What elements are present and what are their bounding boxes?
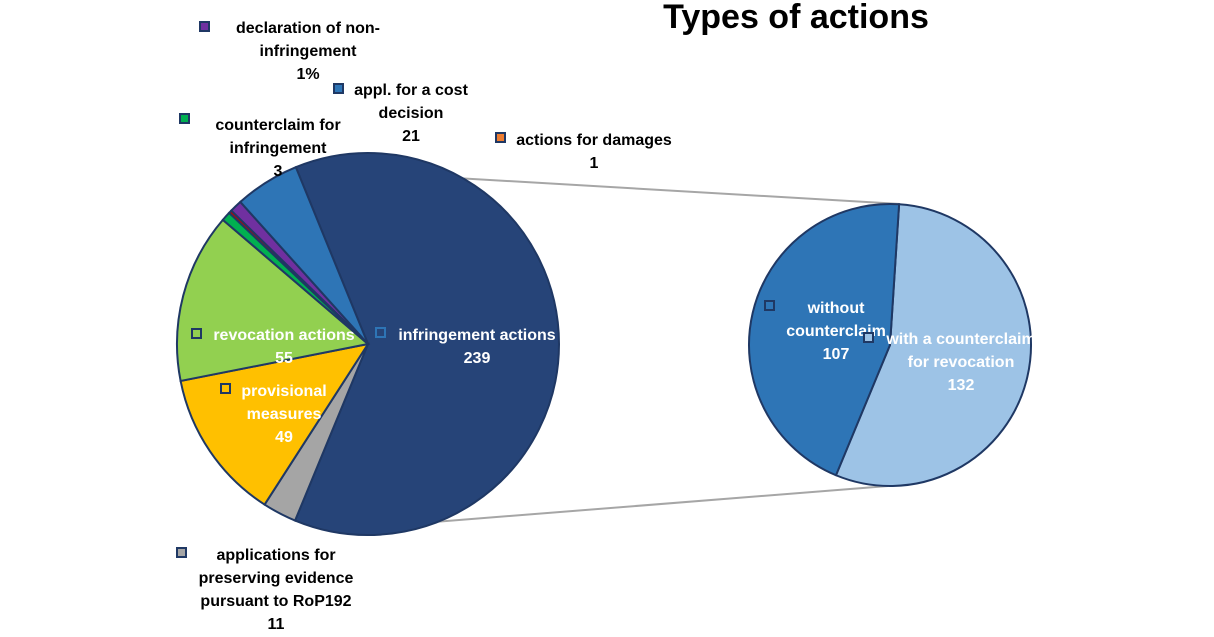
label-applications-for-preserving-evidence-line: pursuant to RoP192: [200, 593, 351, 610]
label-applications-for-preserving-evidence-text: applications for preserving evidence pursu…: [199, 547, 354, 633]
label-without-counterclaim-line: without: [807, 300, 866, 317]
label-counterclaim-for-infringement-line: 3: [274, 163, 283, 180]
label-with-a-counterclaim-for-revocation-line: 132: [948, 377, 975, 394]
label-counterclaim-for-infringement-line: counterclaim for: [215, 117, 340, 134]
label-provisional-measures-line: provisional: [241, 383, 326, 400]
label-declaration-of-non-infringement-text: declaration of non-infringement 1%: [236, 20, 380, 83]
label-with-a-counterclaim-for-revocation-key: [864, 333, 873, 342]
label-provisional-measures-line: measures: [247, 406, 322, 423]
label-appl-for-a-cost-decision-line: decision: [379, 105, 444, 122]
label-appl-for-a-cost-decision-text: appl. for a cost decision 21: [354, 82, 468, 145]
label-appl-for-a-cost-decision-key: [334, 84, 343, 93]
label-actions-for-damages-key: [496, 133, 505, 142]
label-applications-for-preserving-evidence: applications for preserving evidence pursu…: [177, 547, 353, 633]
label-actions-for-damages-line: 1: [590, 155, 599, 172]
label-actions-for-damages-text: actions for damages 1: [516, 132, 672, 172]
label-applications-for-preserving-evidence-line: applications for: [216, 547, 335, 564]
label-actions-for-damages: actions for damages 1: [496, 132, 672, 172]
label-applications-for-preserving-evidence-line: 11: [268, 616, 285, 633]
label-declaration-of-non-infringement-line: 1%: [296, 66, 319, 83]
label-with-a-counterclaim-for-revocation-line: with a counterclaim: [885, 331, 1035, 348]
label-declaration-of-non-infringement-line: declaration of non-: [236, 20, 380, 37]
label-without-counterclaim-key: [765, 301, 774, 310]
label-actions-for-damages-line: actions for damages: [516, 132, 672, 149]
label-appl-for-a-cost-decision-line: 21: [402, 128, 420, 145]
label-infringement-actions-line: 239: [464, 350, 491, 367]
label-provisional-measures-key: [221, 384, 230, 393]
label-revocation-actions-line: 55: [275, 350, 293, 367]
label-counterclaim-for-infringement-line: infringement: [230, 140, 328, 157]
label-declaration-of-non-infringement: declaration of non-infringement 1%: [200, 20, 380, 83]
label-applications-for-preserving-evidence-key: [177, 548, 186, 557]
label-applications-for-preserving-evidence-line: preserving evidence: [199, 570, 354, 587]
main-pie: [177, 153, 559, 535]
label-infringement-actions-key: [376, 328, 385, 337]
label-revocation-actions-line: revocation actions: [213, 327, 354, 344]
chart-title: Types of actions: [663, 0, 929, 36]
label-with-a-counterclaim-for-revocation-line: for revocation: [908, 354, 1015, 371]
label-revocation-actions-key: [192, 329, 201, 338]
label-provisional-measures-line: 49: [275, 429, 293, 446]
label-without-counterclaim-line: 107: [823, 346, 850, 363]
label-declaration-of-non-infringement-key: [200, 22, 209, 31]
label-appl-for-a-cost-decision-line: appl. for a cost: [354, 82, 468, 99]
label-appl-for-a-cost-decision: appl. for a cost decision 21: [334, 82, 469, 145]
label-counterclaim-for-infringement-key: [180, 114, 189, 123]
label-infringement-actions-line: infringement actions: [398, 327, 555, 344]
label-declaration-of-non-infringement-line: infringement: [260, 43, 358, 60]
